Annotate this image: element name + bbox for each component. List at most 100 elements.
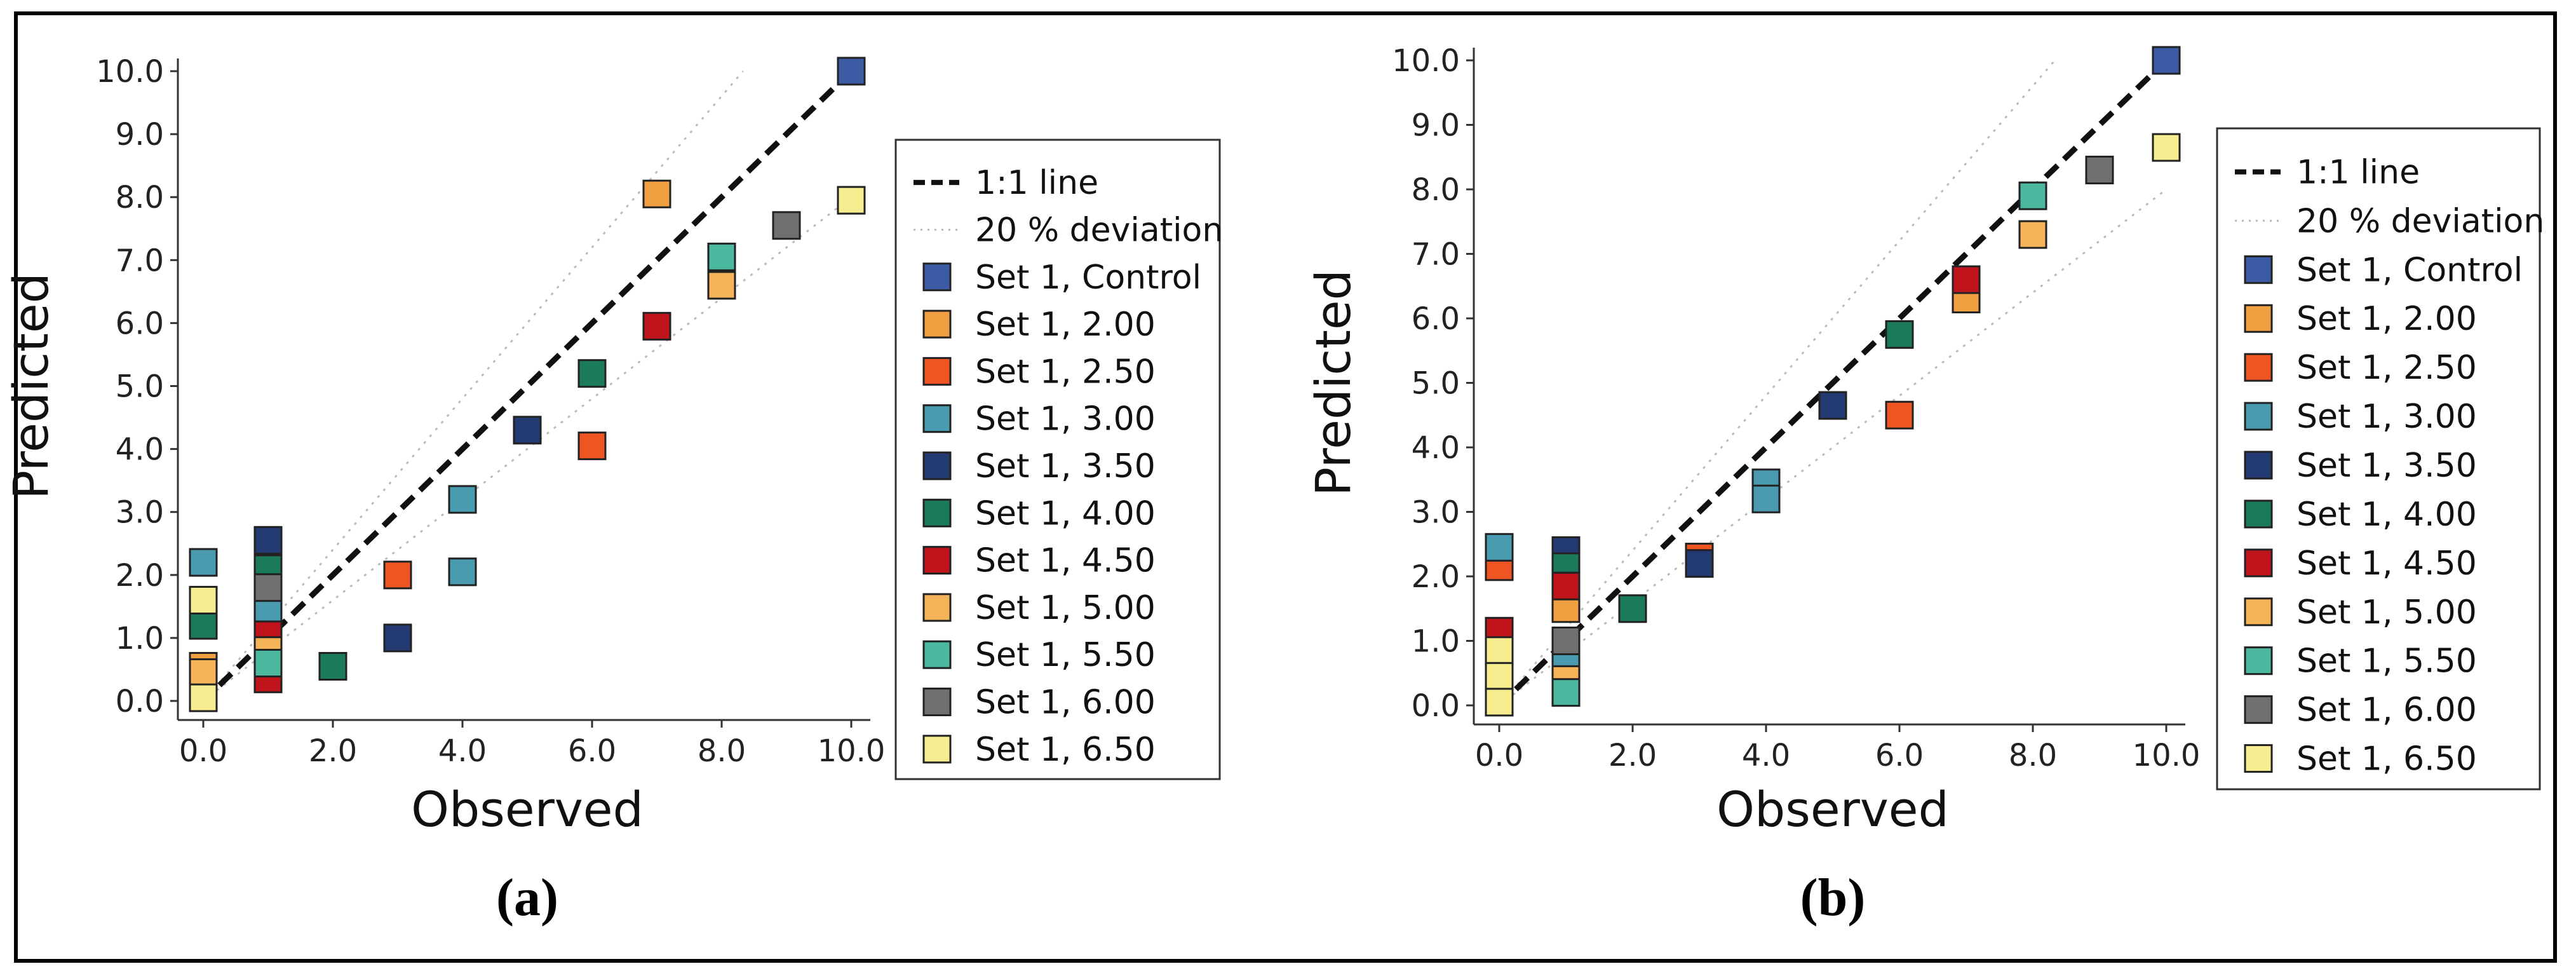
panel-a-y-axis-label: Predicted bbox=[3, 273, 59, 499]
panel-b-y-tick-label: 7.0 bbox=[1412, 237, 1460, 273]
panel-b-point bbox=[1885, 320, 1914, 349]
figure-frame bbox=[14, 11, 2557, 963]
panel-a-legend-swatch bbox=[922, 498, 952, 527]
panel-a-point bbox=[513, 416, 542, 445]
panel-a-legend-swatch bbox=[922, 404, 952, 433]
panel-b-legend-swatch bbox=[2244, 548, 2273, 578]
panel-b-point bbox=[1485, 662, 1514, 691]
panel-a-legend-label: Set 1, 5.00 bbox=[975, 589, 1156, 627]
panel-b-legend-label: 20 % deviation bbox=[2296, 202, 2544, 240]
panel-a-x-tick-label: 8.0 bbox=[698, 733, 746, 769]
panel-a-y-tick-label: 1.0 bbox=[116, 621, 164, 656]
panel-a-y-tick-label: 0.0 bbox=[116, 684, 164, 719]
panel-a-point bbox=[642, 311, 671, 341]
panel-b-x-axis-label: Observed bbox=[1716, 781, 1949, 838]
panel-a-y-tick-label: 7.0 bbox=[116, 243, 164, 278]
panel-b-x-tick-label: 6.0 bbox=[1875, 738, 1924, 773]
panel-a-legend-swatch bbox=[922, 262, 952, 292]
panel-a-point bbox=[577, 359, 607, 388]
panel-b-point bbox=[1618, 594, 1647, 623]
panel-a-y-tick-label: 9.0 bbox=[116, 117, 164, 153]
panel-b-point bbox=[1952, 265, 1981, 294]
panel-b-legend-swatch bbox=[2244, 597, 2273, 627]
panel-b-legend-swatch bbox=[2244, 353, 2273, 382]
panel-b-legend-swatch bbox=[2244, 402, 2273, 431]
panel-a-legend-swatch bbox=[922, 451, 952, 480]
panel-a-point bbox=[189, 658, 218, 687]
panel-b-x-tick-label: 10.0 bbox=[2133, 738, 2201, 773]
panel-a-y-tick-label: 8.0 bbox=[116, 180, 164, 215]
panel-b-x-tick-label: 2.0 bbox=[1608, 738, 1657, 773]
panel-b-legend-label: Set 1, 2.00 bbox=[2296, 300, 2477, 338]
panel-a-x-tick-label: 10.0 bbox=[818, 733, 886, 769]
panel-b-legend-swatch bbox=[2244, 451, 2273, 480]
panel-a-legend-label: Set 1, 6.00 bbox=[975, 684, 1156, 722]
panel-b-point bbox=[2152, 133, 2181, 162]
panel-b-point bbox=[1685, 549, 1714, 578]
panel-a-legend-label: Set 1, 3.00 bbox=[975, 400, 1156, 438]
panel-b-point bbox=[1751, 484, 1781, 513]
panel-b-deviation-lower-line bbox=[1505, 188, 2167, 702]
panel-a-x-tick-label: 4.0 bbox=[438, 733, 487, 769]
panel-b-point bbox=[1551, 678, 1581, 707]
panel-a-legend-label: Set 1, 4.50 bbox=[975, 542, 1156, 580]
panel-a-point bbox=[189, 683, 218, 712]
panel-b-y-tick-label: 8.0 bbox=[1412, 172, 1460, 208]
panel-a-y-tick-label: 5.0 bbox=[116, 369, 164, 405]
panel-b-legend-swatch bbox=[2244, 646, 2273, 676]
panel-b-legend-label: Set 1, Control bbox=[2296, 251, 2523, 289]
panel-a-x-tick-label: 2.0 bbox=[309, 733, 357, 769]
panel-b-point bbox=[2018, 220, 2047, 249]
panel-a-x-tick-label: 0.0 bbox=[179, 733, 227, 769]
panel-a-legend-swatch bbox=[922, 640, 952, 669]
panel-b-y-tick-label: 5.0 bbox=[1412, 366, 1460, 402]
panel-a-legend-label: Set 1, 2.00 bbox=[975, 306, 1156, 344]
panel-b-y-tick-label: 10.0 bbox=[1392, 43, 1460, 79]
panel-a-point bbox=[448, 485, 477, 514]
panel-b-x-tick-label: 0.0 bbox=[1475, 738, 1523, 773]
panel-a-one-to-one-line bbox=[217, 69, 854, 688]
panel-b-y-tick-label: 1.0 bbox=[1412, 624, 1460, 660]
panel-a-x-axis-label: Observed bbox=[411, 781, 644, 838]
panel-b-y-tick-label: 2.0 bbox=[1412, 559, 1460, 595]
panel-b-legend-label: Set 1, 3.50 bbox=[2296, 447, 2477, 485]
panel-a-y-tick-label: 4.0 bbox=[116, 432, 164, 468]
panel-a-legend-label: Set 1, 6.50 bbox=[975, 731, 1156, 769]
panel-b-point bbox=[1485, 636, 1514, 665]
panel-a-point bbox=[253, 526, 283, 555]
panel-a-point bbox=[772, 211, 801, 240]
panel-b-caption: (b) bbox=[1800, 868, 1866, 927]
panel-a-legend-swatch bbox=[922, 357, 952, 386]
panel-b-point bbox=[1551, 627, 1581, 655]
panel-b-legend-label: Set 1, 6.50 bbox=[2296, 740, 2477, 778]
panel-a-caption: (a) bbox=[496, 868, 558, 927]
panel-b-point bbox=[2018, 181, 2047, 210]
panel-a-deviation-upper-line bbox=[209, 71, 744, 695]
panel-a-legend-label: 1:1 line bbox=[975, 164, 1098, 202]
panel-b-point bbox=[1885, 400, 1914, 430]
panel-a-legend-swatch bbox=[922, 688, 952, 717]
panel-b-point bbox=[2152, 46, 2181, 75]
panel-b-legend-label: Set 1, 4.50 bbox=[2296, 545, 2477, 583]
panel-a-legend-label: Set 1, 4.00 bbox=[975, 494, 1156, 533]
panel-b-y-axis-label: Predicted bbox=[1305, 269, 1361, 496]
panel-a-point bbox=[189, 585, 218, 615]
panel-a-point bbox=[189, 548, 218, 577]
panel-a-legend-label: Set 1, 3.50 bbox=[975, 447, 1156, 486]
panel-b-legend-label: Set 1, 5.50 bbox=[2296, 642, 2477, 681]
panel-b-one-to-one-line bbox=[1514, 58, 2169, 691]
panel-a-point bbox=[318, 651, 347, 681]
panel-a-point bbox=[253, 573, 283, 602]
panel-b-x-tick-label: 4.0 bbox=[1742, 738, 1790, 773]
panel-b-point bbox=[1551, 571, 1581, 601]
panel-a-legend-swatch bbox=[922, 593, 952, 622]
panel-b-deviation-upper-line bbox=[1505, 60, 2056, 698]
panel-b-x-tick-label: 8.0 bbox=[2009, 738, 2057, 773]
panel-a-point bbox=[707, 271, 736, 300]
panel-a-deviation-lower-line bbox=[209, 196, 852, 697]
panel-a-point bbox=[448, 557, 477, 587]
panel-a-point bbox=[837, 186, 866, 215]
panel-b-legend-swatch bbox=[2244, 744, 2273, 773]
panel-b-y-tick-label: 6.0 bbox=[1412, 301, 1460, 337]
